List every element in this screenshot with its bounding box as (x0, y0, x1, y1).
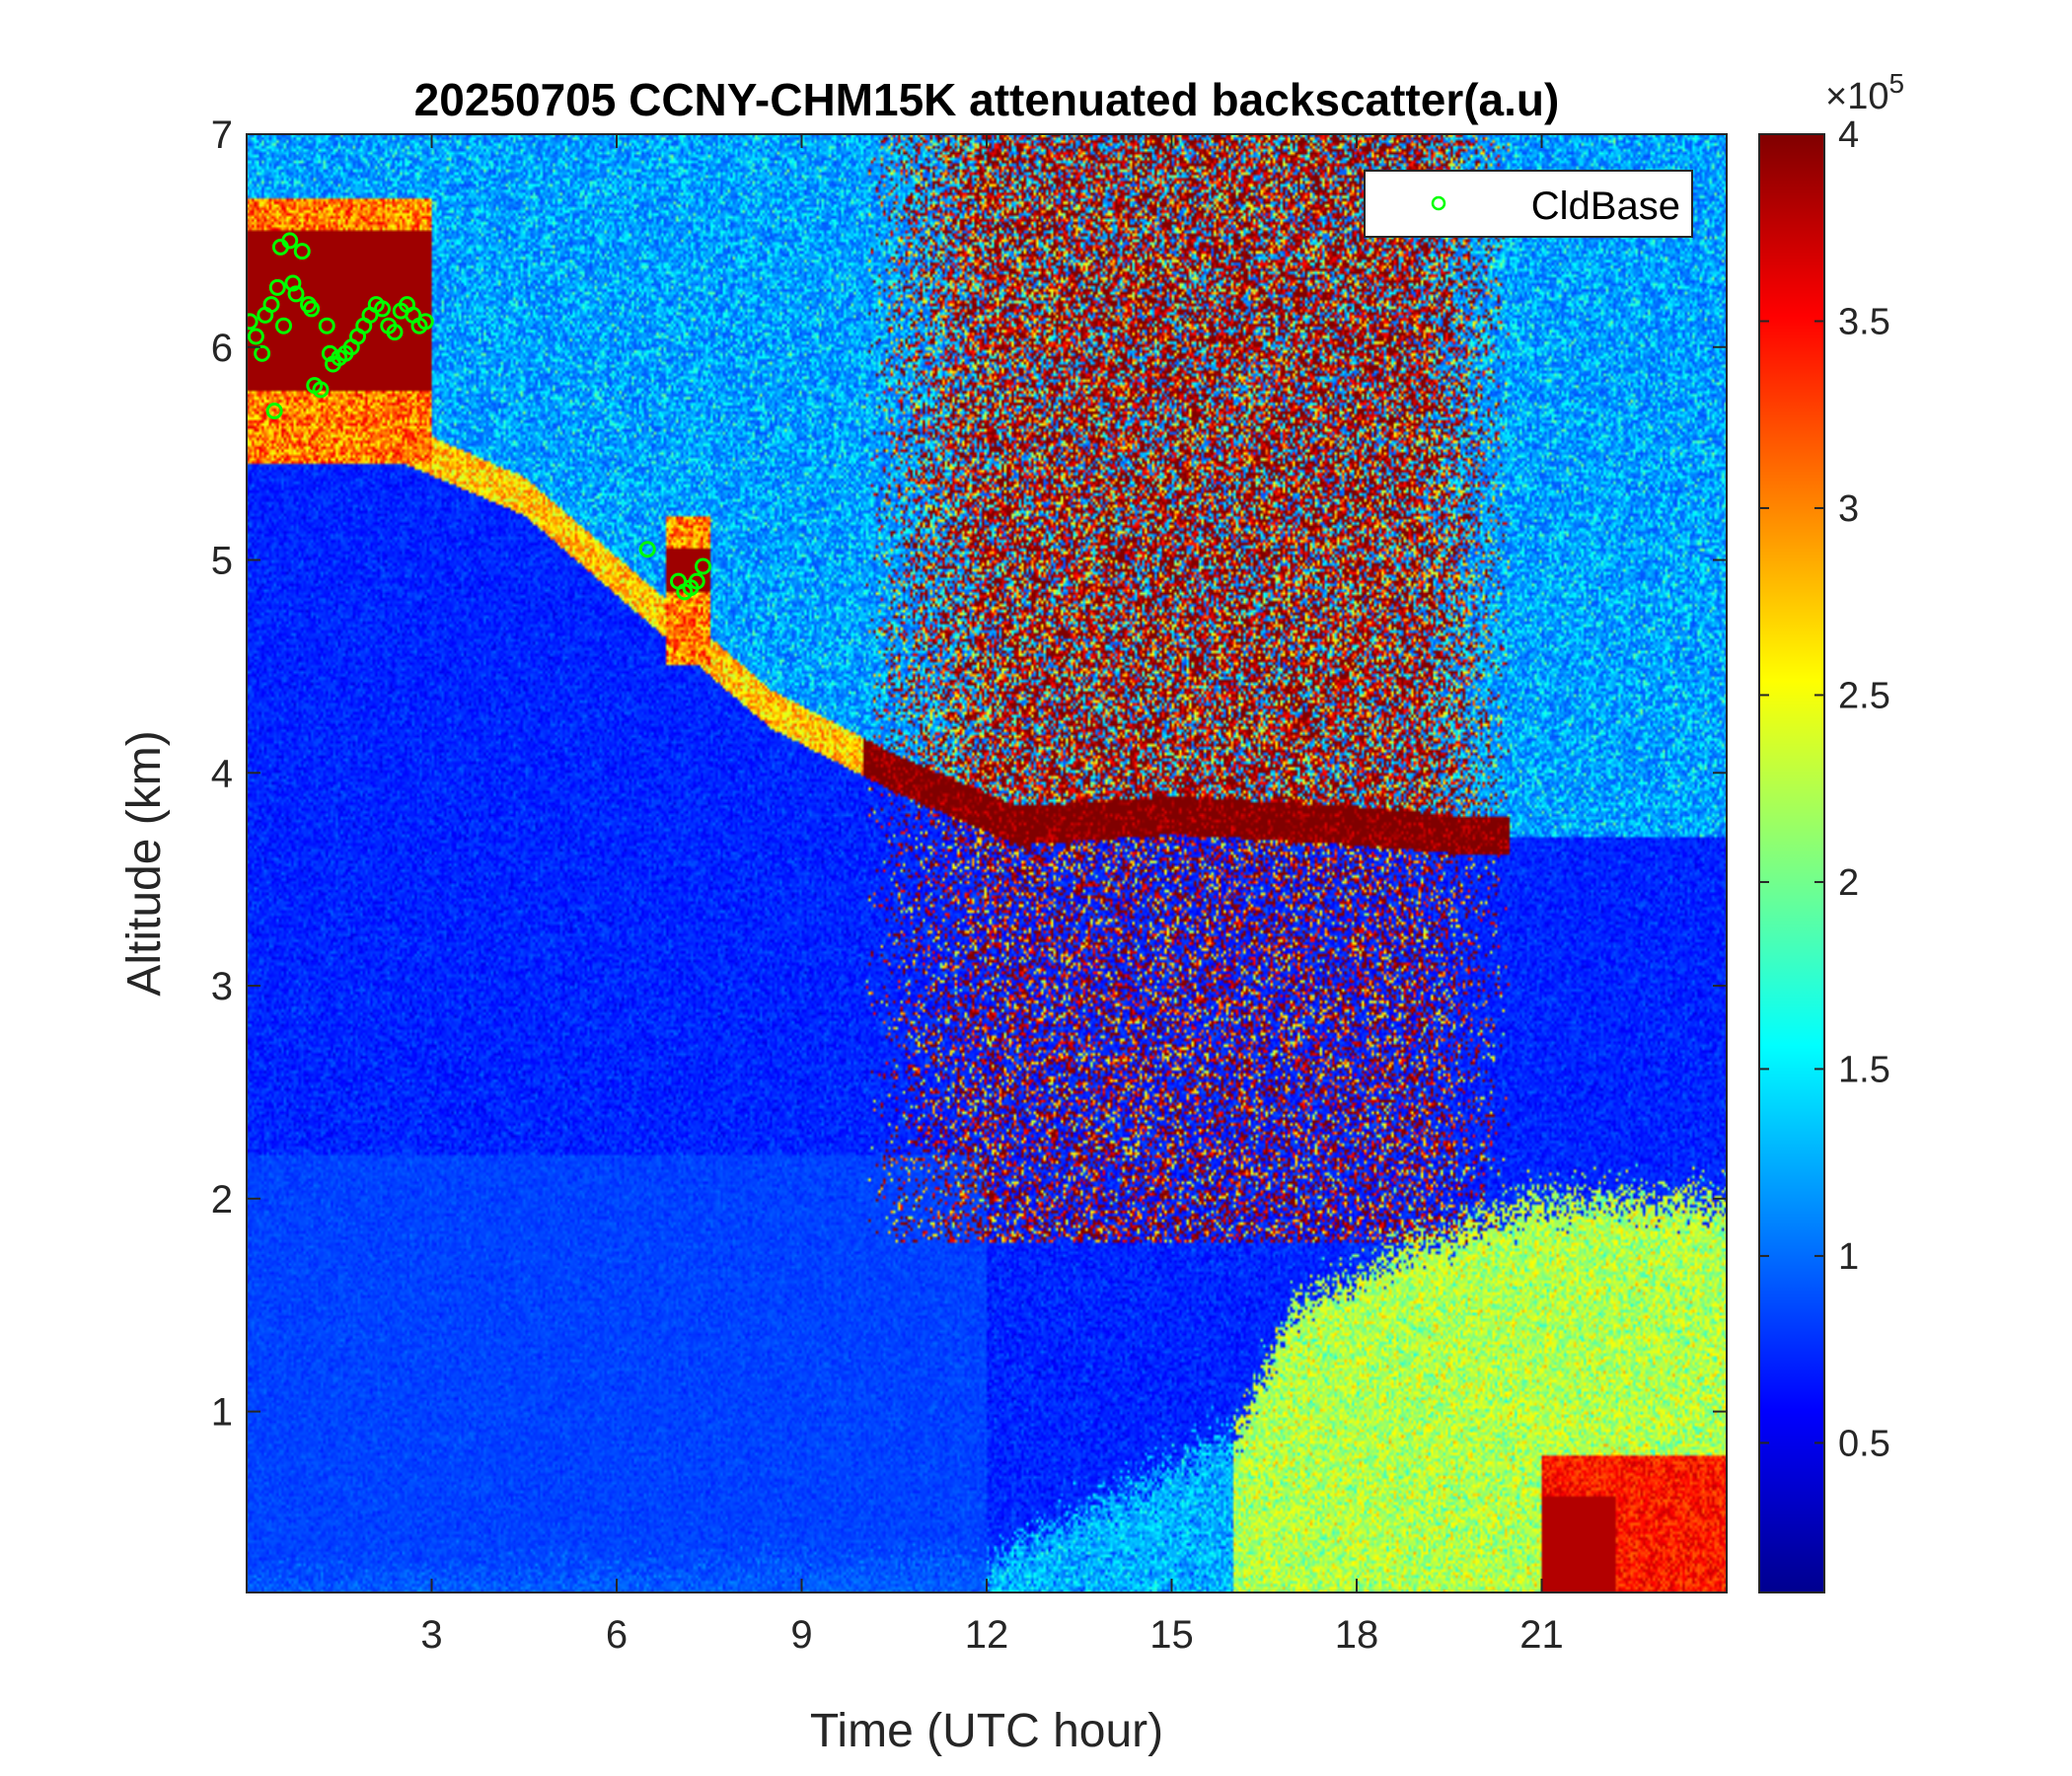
x-tick-label: 15 (1149, 1613, 1194, 1657)
cloud-base-point (287, 285, 305, 303)
cloud-base-point (254, 344, 271, 362)
cloud-base-point (247, 328, 264, 345)
colorbar-tick-label: 4 (1838, 114, 1859, 156)
cloud-base-point (268, 278, 286, 296)
x-axis-label: Time (UTC hour) (810, 1705, 1163, 1757)
backscatter-heatmap (247, 134, 1727, 1592)
cloud-base-point (318, 317, 335, 334)
colorbar-tick-label: 0.5 (1838, 1423, 1890, 1464)
colorbar-gradient (1758, 133, 1825, 1593)
cloud-base-point (321, 344, 338, 362)
chart-title: 20250705 CCNY-CHM15K attenuated backscat… (414, 74, 1560, 125)
colorbar-tick-label: 3.5 (1838, 301, 1890, 342)
colorbar-exponent: ×105 (1825, 68, 1904, 117)
legend-marker-cldbase (1431, 195, 1446, 211)
x-tick-label: 12 (965, 1613, 1009, 1657)
cloud-base-point (293, 243, 311, 260)
y-tick-label: 1 (211, 1391, 233, 1435)
cloud-base-point (284, 274, 302, 292)
cloud-base-point (247, 313, 259, 331)
cloud-base-markers (247, 232, 711, 601)
cloud-base-point (374, 300, 391, 318)
colorbar-tick-label: 1 (1838, 1236, 1859, 1278)
colorbar-tick-label: 1.5 (1838, 1049, 1890, 1090)
y-axis: 1 2 3 4 5 6 7 (211, 113, 1727, 1435)
cloud-base-point (695, 557, 711, 575)
y-axis-label: Altitude (km) (118, 730, 171, 996)
x-tick-label: 6 (606, 1613, 628, 1657)
y-tick-label: 7 (211, 113, 233, 157)
x-tick-label: 3 (420, 1613, 442, 1657)
colorbar-tick-label: 3 (1838, 488, 1859, 530)
x-tick-label: 21 (1519, 1613, 1564, 1657)
cloud-base-point (386, 324, 404, 341)
x-axis: 3 6 9 12 15 18 21 (420, 134, 1564, 1657)
heatmap-area (247, 134, 1727, 1592)
colorbar-tick-label: 2.5 (1838, 675, 1890, 716)
cloud-base-point (275, 317, 292, 334)
colorbar-tick-label: 2 (1838, 862, 1859, 904)
cloud-base-point (303, 300, 321, 318)
colorbar: 0.5 1 1.5 2 2.5 3 3.5 4 ×105 (1758, 68, 1904, 1593)
colorbar-ticks: 0.5 1 1.5 2 2.5 3 3.5 4 (1759, 114, 1890, 1464)
legend: CldBase (1364, 170, 1693, 238)
x-tick-label: 18 (1335, 1613, 1379, 1657)
cloud-base-point (265, 402, 283, 419)
y-tick-label: 5 (211, 540, 233, 583)
cloud-base-point (312, 381, 330, 399)
cloud-base-point (688, 572, 705, 590)
x-tick-label: 9 (790, 1613, 812, 1657)
y-tick-label: 3 (211, 965, 233, 1008)
y-tick-label: 6 (211, 327, 233, 370)
cloud-base-point (638, 541, 656, 558)
legend-label-cldbase: CldBase (1531, 185, 1680, 228)
y-tick-label: 2 (211, 1178, 233, 1221)
cloud-base-point (281, 232, 299, 250)
cloud-base-point (262, 296, 280, 314)
cloud-base-point (416, 313, 434, 331)
legend-box (1364, 170, 1693, 238)
y-tick-label: 4 (211, 752, 233, 795)
